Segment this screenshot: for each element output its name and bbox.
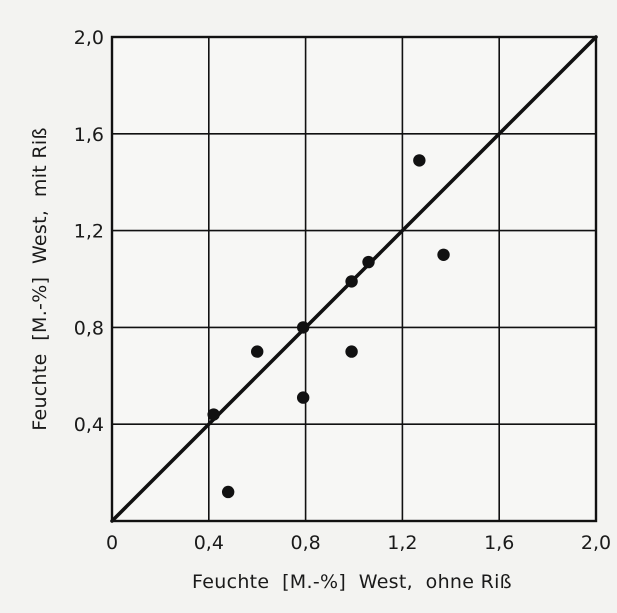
x-axis-label: Feuchte [M.-%] West, ohne Riß xyxy=(192,571,512,593)
y-tick-label: 0,4 xyxy=(74,414,104,436)
data-point xyxy=(221,485,235,499)
plot-frame-layer xyxy=(110,35,598,523)
x-tick-label: 0,4 xyxy=(194,532,224,554)
data-point xyxy=(437,248,450,261)
y-tick-label: 2,0 xyxy=(74,27,104,49)
data-point xyxy=(296,321,310,334)
x-tick-label: 1,6 xyxy=(484,532,514,554)
plot-frame xyxy=(110,35,598,523)
y-tick-label: 1,2 xyxy=(74,221,104,243)
y-axis-label: Feuchte [M.-%] West, mit Riß xyxy=(29,127,51,430)
data-points xyxy=(207,154,450,499)
x-tick-label: 0,8 xyxy=(290,532,320,554)
data-point xyxy=(296,391,310,404)
data-point xyxy=(413,154,426,167)
x-tick-label: 2,0 xyxy=(581,532,611,554)
data-point xyxy=(251,345,264,358)
y-tick-label: 0,8 xyxy=(74,317,104,339)
x-tick-label: 1,2 xyxy=(387,532,417,554)
data-point xyxy=(345,275,358,288)
grid xyxy=(112,37,596,521)
y-tick-labels: 0,4 0,8 1,2 1,6 2,0 xyxy=(74,27,104,436)
x-tick-labels: 0 0,4 0,8 1,2 1,6 2,0 xyxy=(106,532,611,554)
y-tick-label: 1,6 xyxy=(74,124,104,146)
data-point xyxy=(362,255,375,269)
x-tick-label: 0 xyxy=(106,532,118,554)
data-point xyxy=(207,408,220,421)
data-point xyxy=(345,345,358,358)
